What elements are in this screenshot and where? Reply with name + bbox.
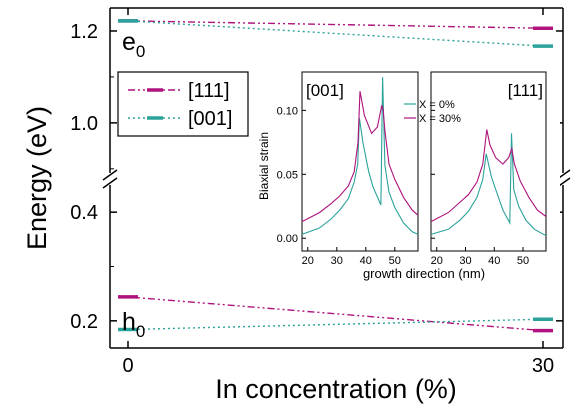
inset-y-axis-label: Biaxial strain xyxy=(257,132,271,200)
y-tick-label: 1.2 xyxy=(70,21,98,43)
series-111-e0-line xyxy=(127,20,544,29)
legend-label-001: [001] xyxy=(188,108,232,130)
inset-y-tick-label: 0.10 xyxy=(277,105,298,117)
inset-curve-001-1 xyxy=(301,91,419,223)
y-axis-label: Energy (eV) xyxy=(22,106,52,250)
y-tick-label: 1.0 xyxy=(70,113,98,135)
series-001-h0-line xyxy=(127,318,544,331)
inset-panel-label-111: [111] xyxy=(508,81,543,100)
x-tick-label: 30 xyxy=(532,355,554,377)
x-tick-label: 0 xyxy=(122,355,133,377)
axis-break-mark-left-1 xyxy=(102,169,118,181)
inset-x-tick-label: 30 xyxy=(331,255,343,267)
inset-x-axis-label: growth direction (nm) xyxy=(363,266,485,281)
legend-box xyxy=(117,71,249,137)
inset-x-tick-label: 40 xyxy=(488,255,500,267)
x-axis-label: In concentration (%) xyxy=(215,374,457,404)
inset-y-tick-label: 0.00 xyxy=(277,233,298,245)
y-tick-label: 0.2 xyxy=(70,311,98,333)
inset-x-tick-label: 30 xyxy=(459,255,471,267)
inset-legend-label-0: X = 0% xyxy=(419,99,455,111)
inset-curve-111-1 xyxy=(430,129,547,223)
inset-y-tick-label: 0.05 xyxy=(277,169,298,181)
annotation-e0: e0 xyxy=(122,28,145,61)
inset-curve-111-0 xyxy=(430,133,547,237)
series-001-e0-line xyxy=(127,20,544,47)
annotation-h0: h0 xyxy=(122,308,145,341)
inset-x-tick-label: 50 xyxy=(389,255,401,267)
strain-inset: 20 30 40 50 0.00 0.05 0.10 20 30 40 50 [001] [111] X … xyxy=(253,64,560,284)
inset-x-tick-label: 20 xyxy=(431,255,443,267)
inset-x-tick-label: 50 xyxy=(517,255,529,267)
inset-legend-label-1: X = 30% xyxy=(419,113,461,125)
inset-curve-001-0 xyxy=(301,77,419,235)
legend-label-111: [111] xyxy=(188,80,230,102)
axis-break-mark-left-2 xyxy=(102,177,118,189)
inset-x-tick-label: 20 xyxy=(302,255,314,267)
main-plot: 1.2 1.0 0.4 0.2 0 30 In concentration (%) Energ… xyxy=(22,7,571,404)
inset-panel-label-001: [001] xyxy=(306,81,344,100)
series-111-h0-line xyxy=(127,296,544,332)
inset-x-tick-label: 40 xyxy=(360,255,372,267)
y-tick-label: 0.4 xyxy=(70,202,98,224)
legend: [111] [001] xyxy=(117,71,249,137)
